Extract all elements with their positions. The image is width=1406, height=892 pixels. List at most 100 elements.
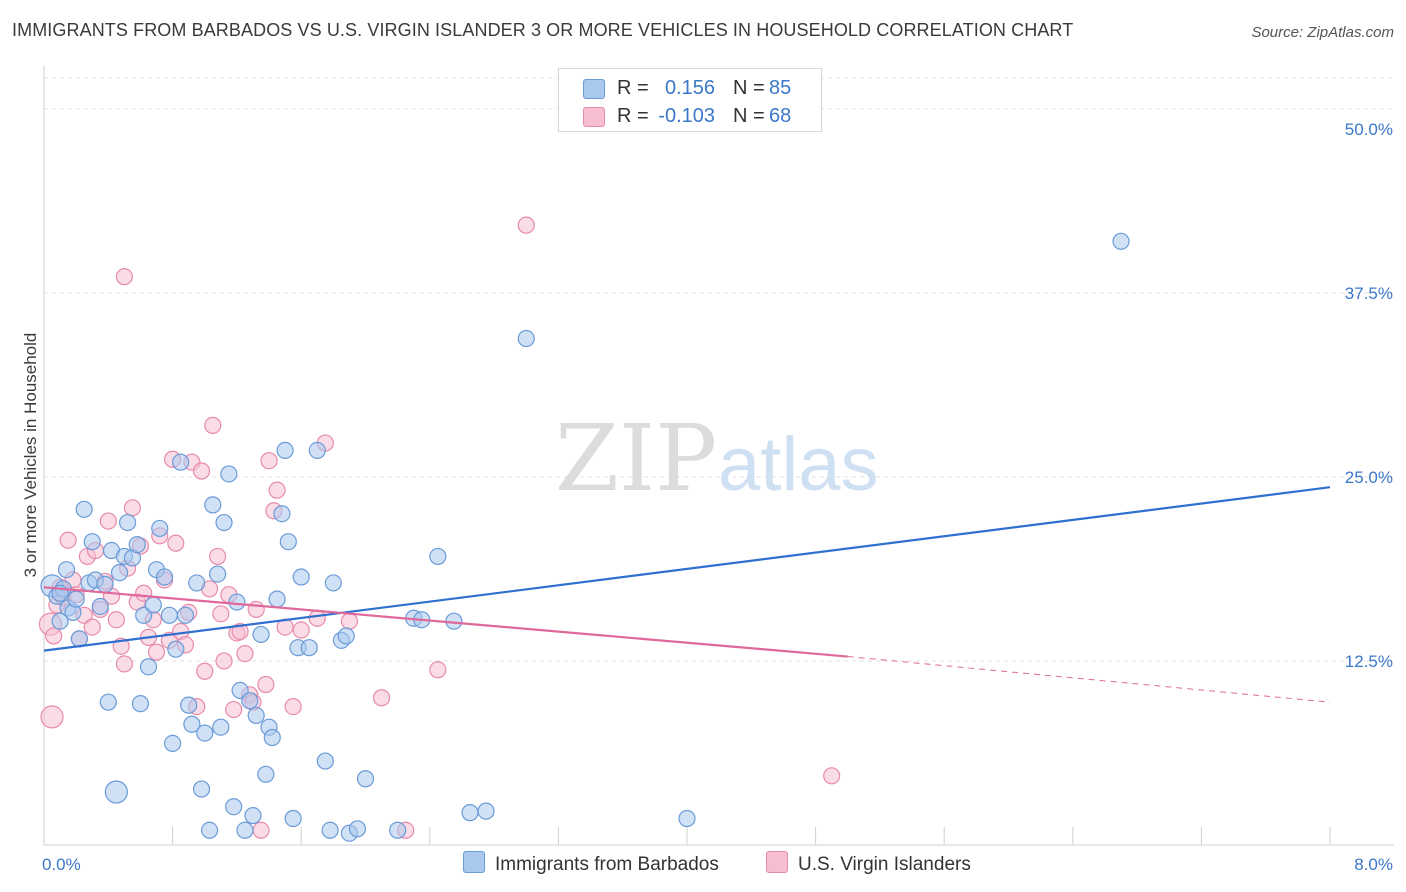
point-barbados [99,693,117,711]
point-barbados [292,568,310,586]
y-axis-label: 3 or more Vehicles in Household [21,333,40,578]
point-virgin-islanders [372,689,391,707]
y-tick-label: 37.5% [1345,284,1393,303]
point-barbados [356,770,375,788]
point-barbados [96,575,114,593]
point-barbados [131,695,150,713]
point-barbados [176,606,195,624]
point-barbados [236,821,254,839]
legend-label-barbados: Immigrants from Barbados [495,854,719,875]
point-virgin-islanders [247,600,265,619]
point-barbados [284,809,302,828]
point-barbados [268,590,286,608]
axes [43,66,1394,846]
legend-row-pink: R = -0.103 N = 68 [559,103,821,131]
legend-r-label: R = [617,105,649,127]
legend-r-label: R = [617,77,649,99]
point-virgin-islanders [260,452,278,470]
point-virgin-islanders [215,652,233,670]
watermark-atlas: atlas [718,422,879,507]
point-barbados [321,821,339,839]
point-barbados [118,513,137,532]
legend-item-barbados: Immigrants from Barbados [463,851,719,876]
point-barbados [247,706,265,725]
point-barbados [67,590,85,608]
legend-row-blue: R = 0.156 N = 85 [559,75,821,103]
point-virgin-islanders [59,531,77,549]
point-barbados [678,809,696,828]
point-virgin-islanders [212,605,230,623]
point-barbados [337,627,355,645]
point-virgin-islanders [40,705,64,729]
point-barbados [164,734,182,753]
source-label: Source: ZipAtlas.com [1251,24,1394,41]
chart-title: IMMIGRANTS FROM BARBADOS VS U.S. VIRGIN … [12,20,1074,40]
point-virgin-islanders [231,622,249,641]
point-barbados [144,596,162,614]
point-barbados [155,568,174,586]
point-virgin-islanders [99,512,117,530]
watermark: ZIP atlas [555,405,879,512]
point-barbados [172,453,190,471]
legend-swatch-virgin-islanders [766,851,788,873]
y-tick-label: 25.0% [1345,468,1393,487]
point-virgin-islanders [115,268,133,286]
point-virgin-islanders [147,643,166,661]
point-barbados [75,500,93,518]
point-barbados [139,658,158,676]
point-barbados [51,612,69,630]
series-blue-points [40,232,1130,842]
stats-legend: R = 0.156 N = 85 R = -0.103 N = 68 [558,68,822,132]
point-barbados [228,593,246,611]
point-virgin-islanders [204,416,222,434]
point-virgin-islanders [196,662,214,680]
legend-n-label: N = [733,105,765,127]
point-barbados [389,821,407,839]
point-barbados [276,441,294,460]
tick-labels: 12.5% 25.0% 37.5% 50.0% 0.0% 8.0% [42,120,1393,874]
point-virgin-islanders [107,611,125,629]
point-barbados [183,715,201,733]
trend-line-virgin-islanders-extrapolated [847,656,1331,703]
point-virgin-islanders [192,462,211,480]
point-barbados [279,533,297,551]
point-barbados [204,496,222,514]
legend-n-value: 68 [769,105,792,127]
point-barbados [151,519,169,538]
point-barbados [57,561,76,579]
point-barbados [517,329,535,348]
legend-swatch-blue [583,79,605,99]
legend-item-virgin-islanders: U.S. Virgin Islanders [766,851,971,876]
point-virgin-islanders [115,655,133,673]
watermark-zip: ZIP [555,405,717,512]
trend-line-virgin-islanders [43,586,848,658]
point-barbados [1112,232,1130,250]
point-barbados [477,802,495,820]
legend-n-value: 85 [769,77,792,99]
legend-r-value: 0.156 [664,77,715,99]
point-barbados [91,597,109,616]
point-barbados [188,574,206,592]
point-barbados [461,804,479,822]
point-virgin-islanders [209,547,227,566]
point-virgin-islanders [292,621,310,639]
point-virgin-islanders [45,627,63,645]
point-barbados [104,780,128,804]
point-barbados [324,574,342,592]
point-barbados [241,692,259,710]
y-tick-label: 12.5% [1345,652,1393,671]
point-virgin-islanders [308,609,326,627]
point-barbados [348,820,367,838]
legend-swatch-pink [583,107,605,127]
point-virgin-islanders [236,644,254,663]
point-barbados [160,606,178,624]
legend-r-value: -0.103 [658,105,715,127]
point-virgin-islanders [823,767,841,785]
point-barbados [429,547,447,566]
y-tick-label: 50.0% [1345,120,1393,139]
legend-n-label: N = [733,77,765,99]
point-barbados [308,441,326,460]
grid-lines [44,77,1394,662]
point-virgin-islanders [83,618,101,636]
